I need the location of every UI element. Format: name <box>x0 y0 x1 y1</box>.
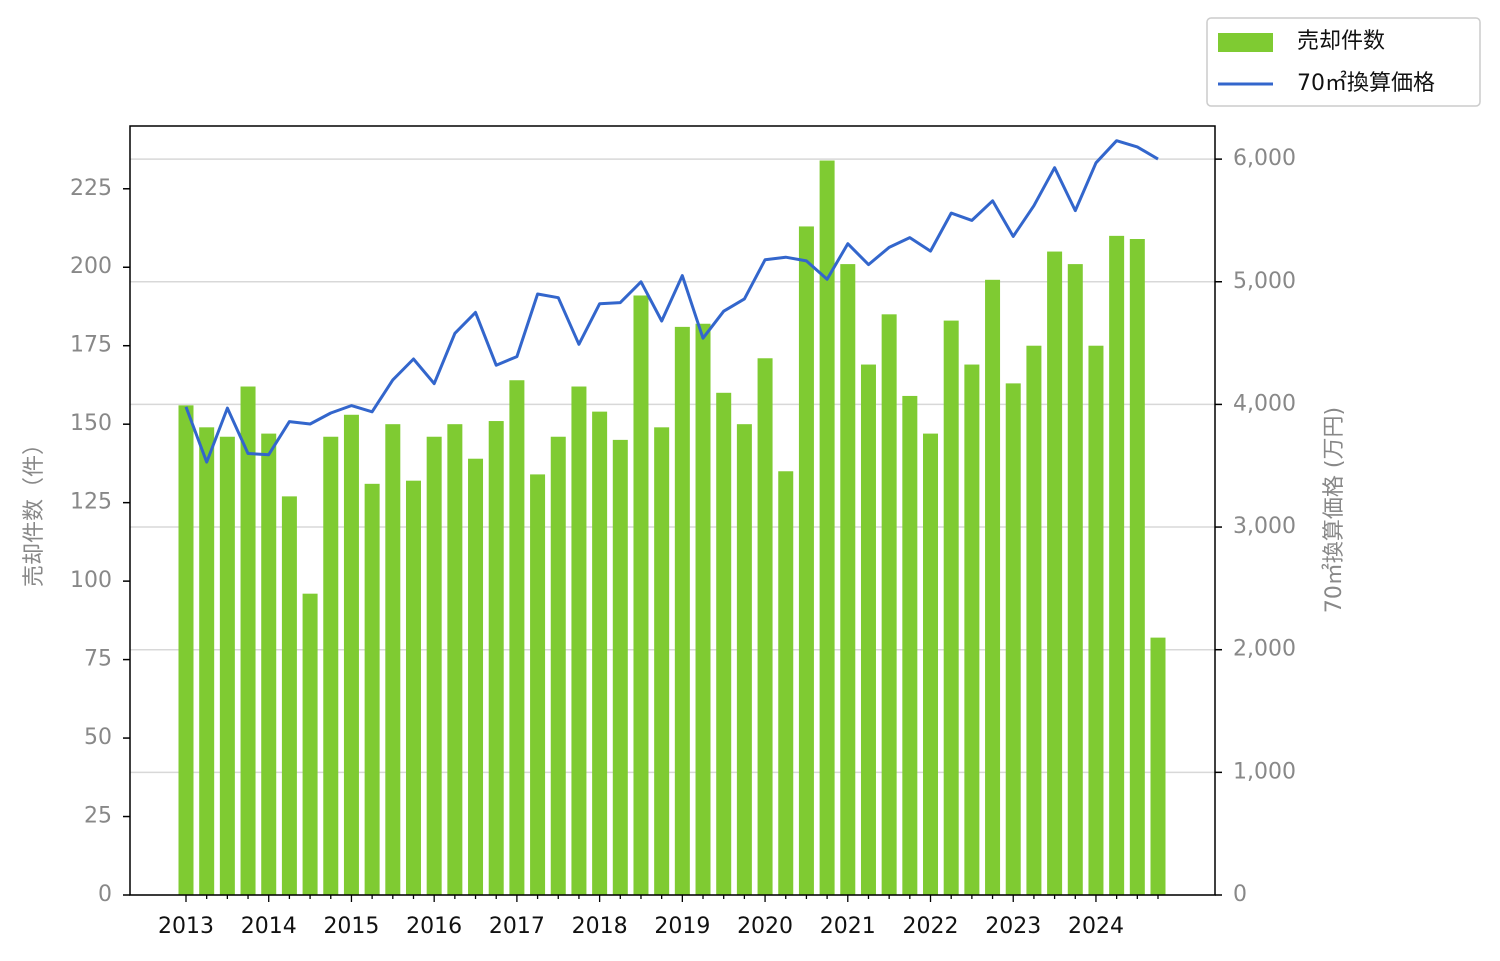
bar <box>509 380 525 895</box>
y-tick-label: 225 <box>70 176 112 201</box>
y-tick-label: 25 <box>84 804 112 829</box>
line <box>184 139 1159 464</box>
bar <box>468 458 484 895</box>
bar <box>281 496 297 895</box>
y-tick-label: 175 <box>70 333 112 358</box>
plot-frame <box>129 125 1216 896</box>
bar <box>405 480 421 895</box>
bar <box>1067 264 1083 896</box>
bar <box>1109 235 1125 895</box>
bar <box>695 323 711 895</box>
y-tick-label: 125 <box>70 490 112 515</box>
legend-box <box>1206 17 1481 107</box>
bar <box>178 405 194 895</box>
y2-axis-label: 70㎡換算価格 (万円) <box>1321 407 1347 613</box>
bar <box>219 436 235 895</box>
y2-tick-label: 3,000 <box>1233 514 1296 539</box>
legend-label: 売却件数 <box>1297 29 1385 54</box>
y-tick-label: 75 <box>84 647 112 672</box>
y-tick-label: 50 <box>84 725 112 750</box>
bar <box>943 320 959 895</box>
bar <box>488 421 504 895</box>
bar <box>923 433 939 895</box>
bar <box>1005 383 1021 895</box>
bar <box>633 295 649 895</box>
bar <box>674 326 690 896</box>
legend-label: 70㎡換算価格 <box>1297 70 1435 96</box>
bar <box>323 436 339 895</box>
y-axis-label: 売却件数（件） <box>22 433 47 587</box>
x-tick-label: 2016 <box>406 914 462 939</box>
bar <box>736 424 752 895</box>
x-tick-label: 2019 <box>654 914 710 939</box>
legend-swatch <box>1218 33 1273 52</box>
bar <box>881 314 897 895</box>
bar <box>1150 637 1166 895</box>
x-tick-label: 2020 <box>737 914 793 939</box>
bar <box>985 279 1001 895</box>
bar <box>612 439 628 895</box>
x-tick-label: 2015 <box>323 914 379 939</box>
y2-tick-label: 2,000 <box>1233 637 1296 662</box>
bar <box>240 386 256 895</box>
x-tick-label: 2023 <box>985 914 1041 939</box>
bar <box>757 358 773 895</box>
x-tick-label: 2017 <box>489 914 545 939</box>
y2-tick-label: 1,000 <box>1233 759 1296 784</box>
x-tick-label: 2021 <box>820 914 876 939</box>
bar <box>302 593 318 895</box>
bar <box>1047 251 1063 895</box>
bar <box>364 483 380 895</box>
bar <box>343 414 359 895</box>
x-tick-label: 2013 <box>158 914 214 939</box>
bar <box>550 436 566 895</box>
bar <box>1026 345 1042 895</box>
y2-tick-label: 5,000 <box>1233 269 1296 294</box>
y2-tick-label: 4,000 <box>1233 391 1296 416</box>
bar <box>530 474 546 895</box>
bar <box>902 395 918 895</box>
x-tick-label: 2022 <box>903 914 959 939</box>
y-tick-label: 150 <box>70 411 112 436</box>
y-tick-label: 0 <box>98 882 112 907</box>
bar <box>426 436 442 895</box>
bar <box>819 160 835 895</box>
bar <box>385 424 401 895</box>
bar <box>1088 345 1104 895</box>
y-tick-label: 200 <box>70 254 112 279</box>
bar <box>964 364 980 895</box>
x-tick-label: 2018 <box>572 914 628 939</box>
y2-tick-label: 6,000 <box>1233 146 1296 171</box>
x-tick-label: 2014 <box>241 914 297 939</box>
bar <box>860 364 876 895</box>
x-tick-label: 2024 <box>1068 914 1124 939</box>
bar <box>654 427 670 895</box>
bar <box>798 226 814 896</box>
y-tick-label: 100 <box>70 568 112 593</box>
bar <box>199 427 215 895</box>
bar <box>592 411 608 895</box>
bar <box>261 433 277 895</box>
bar <box>840 264 856 896</box>
bar <box>571 386 587 895</box>
bar <box>778 471 794 895</box>
bar <box>716 392 732 895</box>
y2-tick-label: 0 <box>1233 882 1247 907</box>
bar <box>447 424 463 895</box>
bar <box>1129 238 1145 896</box>
